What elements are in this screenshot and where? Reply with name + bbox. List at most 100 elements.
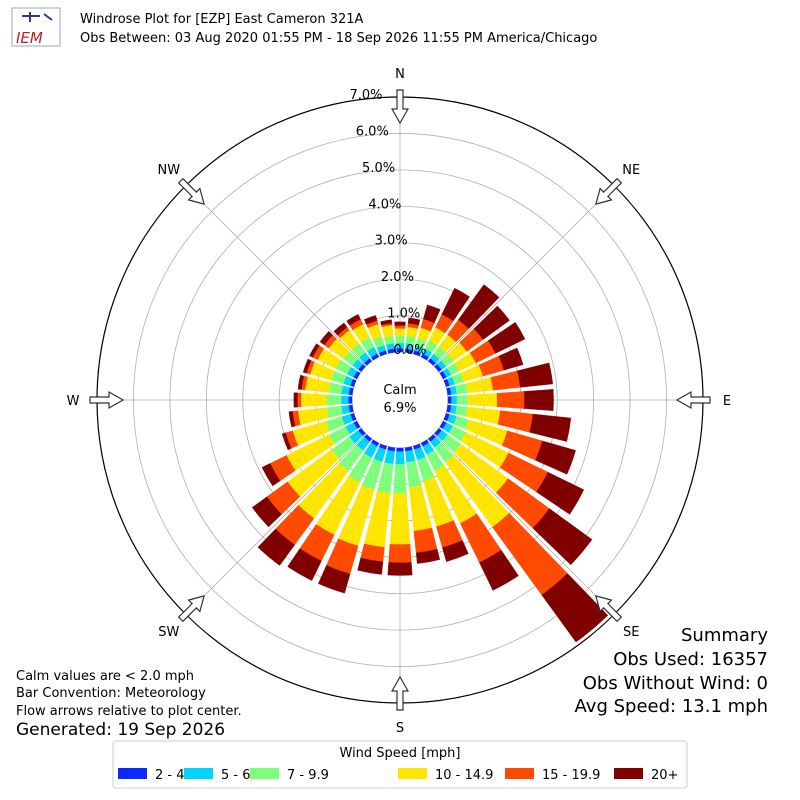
compass-label: SE (623, 625, 639, 640)
logo-frame (11, 7, 61, 47)
flow-arrow-shape (595, 595, 623, 623)
legend-title: Wind Speed [mph] (340, 746, 461, 761)
wind-bar-segment (442, 540, 469, 562)
wind-bar-segment (281, 432, 292, 451)
flow-arrow-shape (595, 177, 623, 205)
wind-bar-segment (348, 396, 353, 404)
wind-bar-segment (396, 447, 404, 452)
wind-bar-segment (326, 394, 342, 406)
wind-bar-segment (467, 393, 498, 407)
wind-bar-segment (341, 405, 351, 415)
legend-label: 15 - 19.9 (542, 768, 600, 783)
wind-bar-segment (363, 315, 378, 325)
wind-bar-segment (447, 396, 452, 404)
wind-bar-segment (393, 464, 407, 494)
wind-bar-segment (346, 314, 361, 326)
wind-bar-segment (423, 304, 441, 324)
compass-label: SW (158, 625, 179, 640)
flow-arrow (675, 390, 711, 410)
wind-bar-segment (394, 321, 406, 326)
radial-grid-line (185, 185, 367, 367)
wind-bar-segment (357, 557, 384, 575)
wind-bar-segment (456, 395, 469, 405)
r-tick-label: 4.0% (368, 197, 401, 212)
wind-bar-segment (388, 544, 412, 563)
flow-arrow (390, 89, 410, 125)
wind-bar-segment (394, 328, 406, 336)
summary-line: Avg Speed: 13.1 mph (575, 696, 768, 717)
wind-bar-segment (287, 548, 322, 581)
wind-bar-segment (541, 573, 609, 643)
wind-bar-segment (524, 389, 554, 411)
wind-bar-segment (340, 395, 349, 405)
legend-swatch (505, 768, 534, 779)
r-tick-label: 3.0% (375, 234, 408, 249)
logo: IEM (11, 7, 61, 47)
wind-bar-segment (394, 325, 406, 329)
wind-bar-segment (380, 319, 393, 326)
logo-text: IEM (16, 29, 43, 47)
flow-arrow (177, 177, 205, 205)
compass-label: NW (157, 163, 180, 178)
wind-bar-segment (318, 565, 351, 594)
wind-bar-segment (529, 413, 572, 442)
wind-bar-segment (496, 391, 525, 409)
legend-label: 7 - 9.9 (287, 768, 329, 783)
wind-bar-segment (319, 331, 333, 346)
flow-arrow-shape (675, 390, 711, 410)
wind-bar-segment (293, 392, 298, 408)
wind-bar-segment (395, 451, 405, 465)
r-tick-label: 2.0% (381, 270, 414, 285)
note: Bar Convention: Meteorology (16, 686, 206, 701)
radial-grid-line (185, 433, 367, 615)
wind-bar-segment (297, 392, 302, 408)
flow-arrow (595, 595, 623, 623)
flow-arrow (177, 595, 205, 623)
summary-line: Obs Used: 16357 (613, 649, 768, 670)
wind-bar-segment (297, 374, 305, 390)
wind-bar-segment (517, 362, 553, 388)
wind-bar-segment (536, 471, 585, 515)
wind-bar-segment (498, 347, 524, 371)
r-tick-label: 7.0% (349, 88, 382, 103)
wind-bar-segment (333, 322, 348, 336)
radial-grid-line (433, 433, 615, 615)
legend-swatch (250, 768, 279, 779)
calm-circle (353, 353, 447, 447)
generated-date: Generated: 19 Sep 2026 (16, 720, 225, 740)
r-tick-label: 5.0% (362, 161, 395, 176)
wind-bar-segment (451, 395, 458, 405)
flow-arrow (595, 177, 623, 205)
wind-bar-segment (261, 463, 281, 487)
compass-label: N (395, 67, 405, 82)
legend-swatch (118, 768, 147, 779)
legend-label: 20+ (651, 768, 678, 783)
wind-bar-segment (302, 358, 312, 374)
wind-bar-segment (300, 392, 327, 408)
wind-bar-segment (389, 493, 411, 545)
compass-label: E (723, 394, 731, 409)
legend-swatch (184, 768, 213, 779)
wind-bar-segment (487, 322, 526, 354)
flow-arrow (89, 390, 125, 410)
wind-bar-segment (457, 284, 500, 329)
flow-arrow (390, 675, 410, 711)
wind-bar-segment (387, 562, 413, 576)
compass-label: S (396, 721, 404, 736)
note: Calm values are < 2.0 mph (16, 669, 194, 684)
wind-bar-segment (309, 343, 320, 358)
legend-label: 10 - 14.9 (435, 768, 493, 783)
wind-bar-segment (288, 411, 296, 428)
summary-line: Obs Without Wind: 0 (583, 673, 768, 694)
wind-bar-segment (407, 317, 421, 326)
wind-bar-segment (535, 440, 576, 475)
flow-arrow-shape (177, 177, 205, 205)
wind-bar-segment (441, 287, 470, 322)
wind-bar-segment (341, 385, 351, 395)
radial-grid-line (433, 185, 615, 367)
calm-value: 6.9% (383, 401, 416, 416)
wind-bar-segment (251, 496, 282, 528)
flow-arrow-shape (390, 675, 410, 711)
flow-arrow-shape (177, 595, 205, 623)
compass-label: NE (622, 163, 640, 178)
